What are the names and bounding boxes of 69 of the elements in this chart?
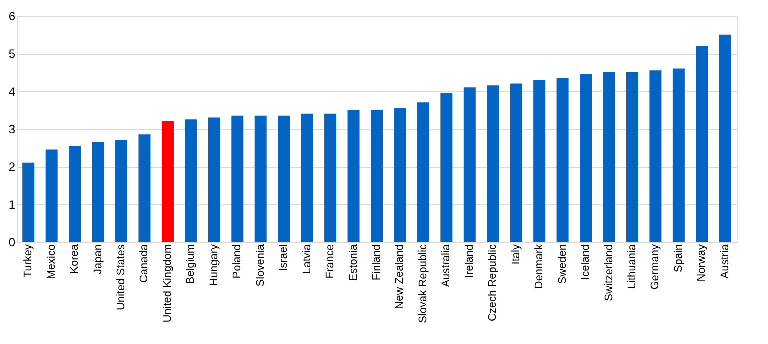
x-tick-label: United States	[116, 244, 128, 311]
x-tick-label: Switzerland	[603, 244, 616, 302]
bar	[394, 108, 406, 242]
x-tick-label: New Zealand	[394, 244, 406, 310]
x-tick-label: France	[324, 244, 337, 279]
bar	[487, 86, 500, 242]
y-tick-label: 3	[8, 122, 16, 136]
y-tick-label: 0	[8, 236, 16, 250]
x-tick-label: Latvia	[301, 244, 314, 274]
bar	[69, 146, 82, 242]
x-tick-label: Mexico	[46, 244, 58, 280]
x-tick-label: Turkey	[22, 244, 35, 278]
bar	[719, 34, 732, 242]
bar	[556, 78, 569, 242]
x-tick-label: Iceland	[580, 244, 592, 280]
bar	[116, 140, 128, 242]
x-tick-label: Italy	[510, 244, 522, 265]
x-tick-label: Slovak Republic	[417, 244, 430, 324]
bar	[278, 116, 290, 242]
x-tick-label: Australia	[440, 244, 453, 288]
bar	[464, 88, 476, 242]
x-tick-label: Ireland	[464, 244, 476, 278]
x-tick-label: Lithuania	[626, 244, 638, 290]
y-tick-label: 2	[8, 160, 16, 174]
bar	[650, 70, 662, 242]
x-tick-label: Belgium	[185, 244, 198, 284]
bar	[324, 114, 337, 242]
bar	[534, 80, 546, 242]
x-tick-label: Japan	[92, 244, 104, 274]
y-tick-label: 6	[8, 10, 16, 24]
x-tick-label: Poland	[232, 244, 244, 279]
bar	[440, 93, 453, 242]
x-tick-label: Sweden	[556, 244, 569, 284]
y-tick-label: 1	[8, 198, 16, 212]
x-tick-label: Slovenia	[254, 244, 267, 287]
bar	[232, 116, 244, 242]
bar	[672, 68, 685, 242]
x-tick-label: Czech Republic	[487, 244, 500, 322]
bar	[417, 102, 430, 242]
x-tick-label: Estonia	[348, 244, 360, 282]
x-tick-label: Hungary	[208, 244, 220, 286]
bar	[208, 118, 220, 242]
bar	[46, 150, 58, 242]
x-tick-label: Norway	[696, 244, 708, 282]
bar	[696, 46, 708, 242]
bar	[603, 72, 616, 242]
bar	[162, 121, 174, 242]
y-tick-label: 4	[8, 84, 16, 99]
x-tick-label: Israel	[278, 244, 290, 272]
x-tick-label: United Kingdom	[162, 244, 174, 323]
x-tick-label: Spain	[672, 244, 685, 273]
bar	[22, 162, 35, 242]
bar	[626, 72, 638, 242]
x-tick-label: Austria	[719, 244, 732, 279]
bar	[185, 120, 198, 242]
bar	[510, 84, 522, 242]
x-tick-label: Korea	[69, 244, 82, 274]
y-tick-label: 5	[8, 47, 16, 62]
bar	[371, 110, 383, 242]
x-tick-label: Canada	[138, 244, 151, 284]
bar	[92, 142, 104, 242]
x-tick-label: Finland	[371, 244, 383, 281]
bar	[348, 110, 360, 242]
bar	[138, 134, 151, 242]
bar	[580, 74, 592, 242]
x-tick-label: Denmark	[534, 244, 546, 290]
x-tick-label: Germany	[650, 244, 662, 290]
bar	[254, 116, 267, 242]
bar	[301, 114, 314, 242]
